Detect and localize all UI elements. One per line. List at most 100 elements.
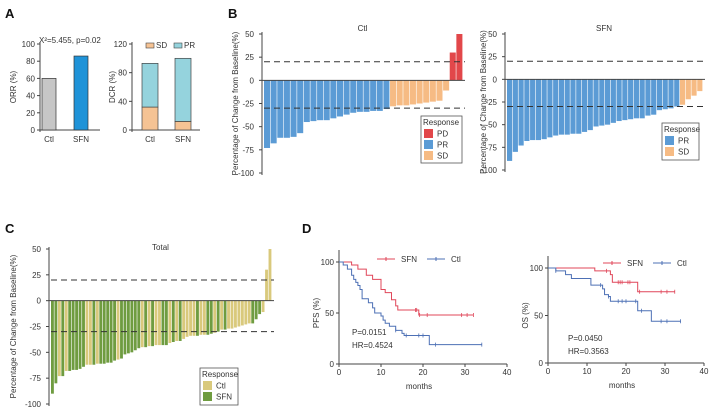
waterfall-total-bar xyxy=(244,300,248,325)
waterfall-total-y-label: Percentage of Change from Baseline(%) xyxy=(9,254,18,398)
waterfall-total-bar xyxy=(175,300,179,341)
waterfall-sfn-legend-label: SD xyxy=(678,148,689,157)
orr-x-tick-label: Ctl xyxy=(44,135,54,144)
waterfall-total-y-tick-label: -100 xyxy=(25,400,42,409)
dcr-legend-label: SD xyxy=(156,41,167,50)
os-x-tick-label: 10 xyxy=(583,367,592,376)
waterfall-total-bar xyxy=(85,300,89,365)
waterfall-ctl-bar xyxy=(270,80,277,144)
os-y-tick-label: 0 xyxy=(539,359,544,368)
waterfall-total-bar xyxy=(51,300,54,394)
waterfall-sfn-bar xyxy=(610,79,616,123)
waterfall-ctl-y-label: Percentage of Change from Baseline(%) xyxy=(231,31,240,175)
pfs-x-label: months xyxy=(406,382,432,391)
pfs-y-label: PFS (%) xyxy=(312,298,321,329)
waterfall-ctl-bar xyxy=(370,80,377,111)
waterfall-sfn-bar xyxy=(674,79,680,107)
waterfall-ctl-legend-label: PD xyxy=(437,130,448,139)
waterfall-total-bar xyxy=(178,300,182,341)
os-y-label: OS (%) xyxy=(521,302,530,329)
waterfall-total-bar xyxy=(261,300,265,313)
waterfall-ctl-legend-swatch-pd xyxy=(424,129,433,138)
waterfall-total-y-tick-label: 50 xyxy=(32,245,41,254)
pfs-x-tick-label: 40 xyxy=(503,368,512,377)
waterfall-total-bar xyxy=(196,300,199,336)
waterfall-total-bar xyxy=(227,300,230,329)
waterfall-sfn-y-tick-label: -50 xyxy=(485,121,497,130)
os-curve-ctl xyxy=(548,267,681,322)
waterfall-ctl-bar xyxy=(396,80,403,106)
waterfall-ctl-bar xyxy=(310,80,317,122)
waterfall-ctl-y-tick-label: 50 xyxy=(245,30,254,39)
waterfall-total-bar xyxy=(209,300,213,334)
waterfall-total-bar xyxy=(268,249,272,301)
waterfall-ctl-bar xyxy=(416,80,423,104)
waterfall-total-bar xyxy=(147,300,151,347)
waterfall-total-bar xyxy=(137,300,141,349)
waterfall-sfn-bar xyxy=(685,79,691,100)
dcr-legend-swatch-pr xyxy=(173,42,183,49)
waterfall-sfn-bar xyxy=(507,79,513,161)
waterfall-ctl-title: Ctl xyxy=(358,24,368,33)
waterfall-total-bar xyxy=(102,300,106,364)
waterfall-sfn-bar xyxy=(587,79,593,131)
waterfall-sfn-bar xyxy=(541,79,547,140)
os-annotation: HR=0.3563 xyxy=(568,347,609,356)
waterfall-total-bar xyxy=(216,300,220,332)
waterfall-sfn-bar xyxy=(553,79,559,136)
waterfall-sfn-bar xyxy=(599,79,605,126)
waterfall-sfn-bar xyxy=(668,79,674,109)
waterfall-total-bar xyxy=(116,300,120,360)
waterfall-ctl-legend-swatch-pr xyxy=(424,140,433,149)
dcr-y-tick-label: 0 xyxy=(123,126,128,135)
waterfall-total-bar xyxy=(240,300,244,326)
waterfall-ctl-bar xyxy=(376,80,383,111)
waterfall-ctl-legend-title: Response xyxy=(423,118,460,127)
waterfall-ctl-bar xyxy=(330,80,337,119)
waterfall-sfn-bar xyxy=(633,79,639,119)
panel-label-a: A xyxy=(5,6,15,21)
dcr-x-tick-label: SFN xyxy=(175,135,191,144)
dcr-y-label: DCR (%) xyxy=(108,71,117,103)
waterfall-ctl-bar xyxy=(297,80,304,134)
waterfall-total-y-tick-label: -25 xyxy=(29,323,41,332)
pfs-curve-ctl xyxy=(339,261,482,346)
orr-bar-ctl xyxy=(41,78,57,131)
dcr-chart: 0 40 80 120 Ctl SFN SD PR DCR (%) xyxy=(108,40,200,144)
waterfall-total-bar xyxy=(92,300,96,365)
waterfall-total-bar xyxy=(182,300,186,339)
waterfall-total-bar xyxy=(171,300,175,342)
waterfall-ctl-bar xyxy=(403,80,410,106)
waterfall-sfn-bar xyxy=(547,79,553,138)
waterfall-sfn-bar xyxy=(639,79,645,119)
pfs-x-tick-label: 30 xyxy=(461,368,470,377)
pfs-x-tick-label: 0 xyxy=(337,368,342,377)
os-legend-label: Ctl xyxy=(677,259,687,268)
waterfall-total-bar xyxy=(237,300,241,327)
os-x-tick-label: 0 xyxy=(546,367,551,376)
waterfall-ctl-y-tick-label: 0 xyxy=(250,76,255,85)
dcr-bar-sfn-pr xyxy=(174,57,192,122)
waterfall-ctl-bar xyxy=(323,80,330,121)
waterfall-sfn-bar xyxy=(697,79,703,92)
dcr-y-tick-label: 80 xyxy=(118,69,127,78)
waterfall-ctl-bar xyxy=(277,80,284,138)
pfs-legend-label: Ctl xyxy=(451,255,461,264)
waterfall-sfn-legend-swatch-sd xyxy=(665,147,674,156)
waterfall-ctl-bar xyxy=(356,80,363,112)
waterfall-total-bar xyxy=(161,300,165,346)
dcr-x-tick-label: Ctl xyxy=(145,135,155,144)
waterfall-total-bar xyxy=(57,300,61,377)
pfs-x-tick-label: 10 xyxy=(377,368,386,377)
waterfall-total-bar xyxy=(223,300,227,330)
os-x-label: months xyxy=(609,381,635,390)
waterfall-total-legend-swatch-sfn xyxy=(203,392,212,401)
waterfall-sfn-bar xyxy=(518,79,524,146)
pfs-annotation: P=0.0151 xyxy=(352,328,387,337)
waterfall-ctl-bar xyxy=(429,80,436,102)
waterfall-ctl-bar xyxy=(423,80,430,103)
waterfall-total-bar xyxy=(168,300,172,344)
waterfall-ctl-bar xyxy=(317,80,324,121)
waterfall-sfn-bar xyxy=(645,79,651,116)
dcr-legend-label: PR xyxy=(184,41,195,50)
